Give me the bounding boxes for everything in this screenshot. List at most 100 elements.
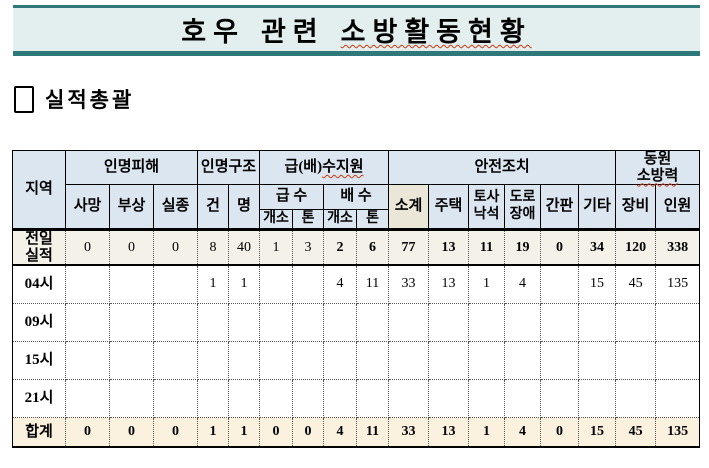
table-cell: 6 xyxy=(356,229,390,266)
table-cell xyxy=(540,264,580,304)
water-group-prefix: 급(배) xyxy=(284,158,323,175)
table-cell xyxy=(323,302,358,342)
header-safety-subtotal: 소계 xyxy=(388,184,430,231)
table-cell xyxy=(540,378,580,418)
table-cell xyxy=(259,378,294,418)
table-cell: 0 xyxy=(540,229,580,266)
table-cell: 1 xyxy=(197,416,229,448)
table-cell: 1 xyxy=(197,264,229,304)
table-cell: 15 xyxy=(578,264,617,304)
table-cell xyxy=(197,302,229,342)
row-label: 09시 xyxy=(12,302,66,342)
table-cell: 8 xyxy=(197,229,229,266)
table-cell xyxy=(109,264,154,304)
banner-top-rule xyxy=(13,5,700,8)
table-cell xyxy=(323,340,358,380)
table-cell xyxy=(578,378,617,418)
table-cell xyxy=(468,378,506,418)
table-cell: 11 xyxy=(468,229,506,266)
header-safety-landslide: 토사 낙석 xyxy=(468,184,506,231)
table-cell: 45 xyxy=(615,264,657,304)
mobilized-line1: 동원 xyxy=(643,151,672,167)
table-cell xyxy=(259,302,294,342)
table-cell xyxy=(292,264,325,304)
table-cell xyxy=(388,302,430,342)
header-region: 지역 xyxy=(12,150,66,231)
table-cell xyxy=(109,340,154,380)
table-cell: 0 xyxy=(259,416,294,448)
table-cell xyxy=(578,302,617,342)
banner-bottom-rule xyxy=(13,51,700,56)
page-title: 호우 관련 소방활동현황 xyxy=(173,10,539,49)
table-cell: 4 xyxy=(504,416,542,448)
header-water-group: 급(배)수지원 xyxy=(259,150,390,185)
header-safety-etc: 기타 xyxy=(578,184,617,231)
table-cell: 13 xyxy=(428,264,470,304)
table-cell xyxy=(65,340,110,380)
header-drain-tons: 톤 xyxy=(356,209,390,231)
table-cell xyxy=(504,378,542,418)
mobilized-line2: 소방력 xyxy=(636,167,679,184)
table-cell xyxy=(468,302,506,342)
table-cell: 135 xyxy=(655,416,701,448)
table-cell xyxy=(428,340,470,380)
table-cell: 13 xyxy=(428,416,470,448)
title-word: 호우 xyxy=(181,17,245,47)
table-cell: 4 xyxy=(504,264,542,304)
section-heading-row: 실적총괄 xyxy=(14,84,134,114)
table-cell: 0 xyxy=(65,229,110,266)
table-cell xyxy=(259,264,294,304)
table-cell: 33 xyxy=(388,416,430,448)
header-personnel: 인원 xyxy=(655,184,701,231)
header-rescue-group: 인명구조 xyxy=(196,150,261,185)
table-cell: 0 xyxy=(153,416,198,448)
table-cell: 0 xyxy=(540,416,580,448)
table-cell xyxy=(153,302,198,342)
header-injury: 부상 xyxy=(109,184,154,231)
table-row-04h: 04시 1 1 4 11 33 13 1 4 15 45 135 xyxy=(12,264,701,304)
header-drain-spots: 개소 xyxy=(323,209,358,231)
row-label: 전일 실적 xyxy=(12,229,66,266)
table-cell: 3 xyxy=(292,229,325,266)
table-cell: 4 xyxy=(323,264,358,304)
table-cell: 120 xyxy=(615,229,657,266)
table-cell: 1 xyxy=(227,264,261,304)
header-safety-house: 주택 xyxy=(428,184,470,231)
table-cell: 0 xyxy=(109,229,154,266)
table-cell xyxy=(428,378,470,418)
table-cell xyxy=(153,378,198,418)
table-cell: 2 xyxy=(323,229,358,266)
table-cell: 34 xyxy=(578,229,617,266)
header-water-supply: 급 수 xyxy=(259,184,325,210)
table-cell xyxy=(65,264,110,304)
square-bullet-icon xyxy=(14,85,34,113)
table-row-total: 합계 0 0 0 1 1 0 0 4 11 33 13 1 4 0 15 45 … xyxy=(12,416,701,448)
table-row-prev-day: 전일 실적 0 0 0 8 40 1 3 2 6 77 13 11 19 0 3… xyxy=(12,229,701,266)
table-cell: 1 xyxy=(468,416,506,448)
table-cell: 135 xyxy=(655,264,701,304)
header-death: 사망 xyxy=(65,184,110,231)
table-cell xyxy=(655,340,701,380)
table-cell xyxy=(227,302,261,342)
water-group-suffix: 수지원 xyxy=(322,158,364,175)
table-cell xyxy=(292,340,325,380)
table-cell xyxy=(388,340,430,380)
table-cell xyxy=(197,340,229,380)
table-cell: 0 xyxy=(65,416,110,448)
header-rescue-persons: 명 xyxy=(227,184,261,231)
table-cell: 77 xyxy=(388,229,430,266)
table-cell xyxy=(388,378,430,418)
table-cell: 0 xyxy=(153,229,198,266)
title-word: 관련 xyxy=(260,17,325,47)
header-supply-tons: 톤 xyxy=(292,209,325,231)
table-cell xyxy=(578,340,617,380)
table-cell xyxy=(356,378,390,418)
table-cell: 45 xyxy=(615,416,657,448)
table-cell xyxy=(323,378,358,418)
header-missing: 실종 xyxy=(153,184,198,231)
section-heading: 실적총괄 xyxy=(45,88,135,112)
table-cell xyxy=(655,378,701,418)
table-cell xyxy=(227,378,261,418)
table-cell xyxy=(356,340,390,380)
header-equipment: 장비 xyxy=(615,184,657,231)
